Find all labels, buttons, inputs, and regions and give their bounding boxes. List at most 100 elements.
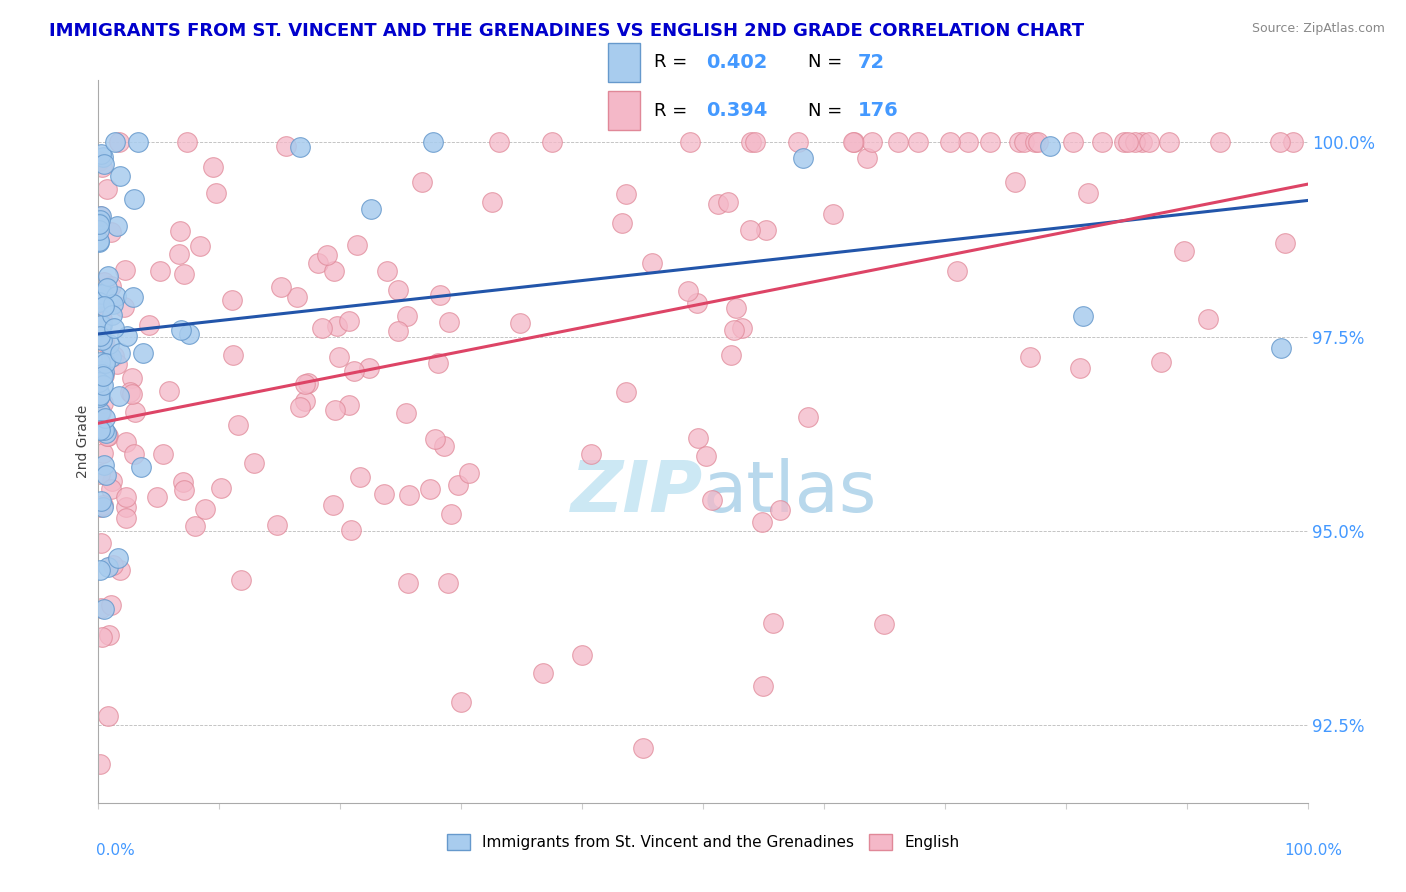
Point <box>481 194 503 209</box>
Point <box>398 488 420 502</box>
Point <box>115 329 138 343</box>
Point <box>686 431 709 445</box>
Point <box>177 326 200 341</box>
Point <box>1012 136 1035 150</box>
Point <box>1118 136 1140 150</box>
Point <box>91 318 114 333</box>
Point <box>91 500 114 514</box>
Point <box>446 478 468 492</box>
Point <box>346 237 368 252</box>
Point <box>93 423 115 437</box>
Point <box>94 410 117 425</box>
Point <box>94 468 117 483</box>
Point <box>101 558 124 572</box>
Text: N =: N = <box>808 102 848 120</box>
Point <box>307 256 329 270</box>
Point <box>842 136 865 150</box>
Point <box>101 474 124 488</box>
Point <box>97 268 120 283</box>
Point <box>752 679 775 693</box>
Point <box>1018 350 1040 364</box>
Point <box>1197 312 1219 326</box>
Point <box>91 150 114 164</box>
Point <box>89 216 111 230</box>
Point <box>676 284 699 298</box>
Point <box>1270 136 1292 150</box>
Point <box>87 295 110 310</box>
Point <box>122 446 145 460</box>
Point <box>97 709 120 723</box>
Point <box>266 518 288 533</box>
Point <box>100 598 122 612</box>
Point <box>1130 136 1153 150</box>
Point <box>89 500 111 515</box>
Point <box>91 369 114 384</box>
Point <box>93 368 115 383</box>
Point <box>844 136 866 150</box>
Point <box>720 348 742 362</box>
Point <box>104 136 127 150</box>
Point <box>96 281 118 295</box>
Point <box>229 573 252 587</box>
Point <box>979 136 1001 150</box>
Point <box>93 334 115 349</box>
Point <box>945 264 967 278</box>
Text: Source: ZipAtlas.com: Source: ZipAtlas.com <box>1251 22 1385 36</box>
Point <box>90 364 112 378</box>
Point <box>686 296 709 310</box>
Point <box>169 323 191 337</box>
Point <box>89 291 111 305</box>
Point <box>222 348 245 362</box>
Point <box>93 498 115 512</box>
Point <box>89 388 111 402</box>
Point <box>89 287 111 301</box>
Point <box>90 318 112 332</box>
Point <box>571 648 593 663</box>
Point <box>96 182 118 196</box>
Point <box>1123 136 1146 150</box>
Point <box>375 264 398 278</box>
Text: 0.394: 0.394 <box>707 101 768 120</box>
Point <box>631 741 654 756</box>
Point <box>540 136 562 150</box>
Point <box>1137 136 1160 150</box>
Point <box>322 498 344 512</box>
Point <box>90 287 112 301</box>
Point <box>100 482 122 496</box>
Point <box>740 222 762 236</box>
Point <box>89 756 111 771</box>
Point <box>533 665 555 680</box>
Point <box>360 202 382 217</box>
Point <box>422 136 444 150</box>
Point <box>87 390 110 404</box>
Point <box>90 600 112 615</box>
Point <box>121 371 143 385</box>
Point <box>343 364 366 378</box>
Point <box>1004 175 1026 189</box>
Point <box>707 197 730 211</box>
Point <box>294 377 316 392</box>
Point <box>96 426 118 441</box>
Point <box>1112 136 1135 150</box>
Point <box>90 536 112 550</box>
Point <box>100 279 122 293</box>
Point <box>90 209 112 223</box>
Point <box>939 136 962 150</box>
Point <box>457 466 479 480</box>
Point <box>93 395 115 409</box>
Point <box>437 315 460 329</box>
Point <box>105 289 128 303</box>
Point <box>427 356 450 370</box>
Point <box>173 483 195 498</box>
Point <box>129 460 152 475</box>
Point <box>89 147 111 161</box>
Text: ZIP: ZIP <box>571 458 703 526</box>
Point <box>1026 136 1049 150</box>
Point <box>93 601 115 615</box>
Point <box>873 617 896 632</box>
Point <box>105 219 128 233</box>
Point <box>169 223 191 237</box>
Point <box>205 186 228 200</box>
Point <box>124 192 146 206</box>
Point <box>89 328 111 343</box>
